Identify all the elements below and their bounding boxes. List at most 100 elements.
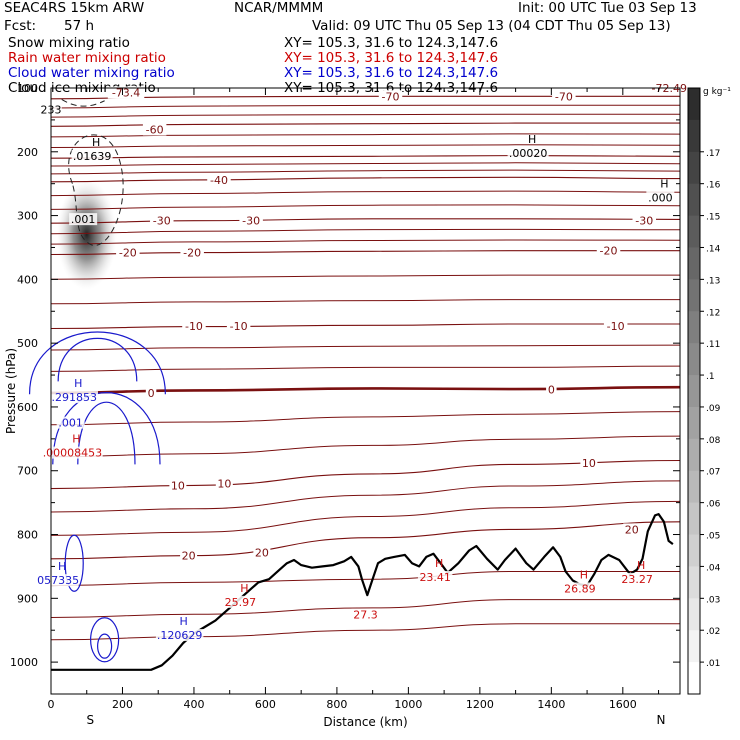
temperature-label: 10 <box>582 457 596 470</box>
terrain-profile <box>51 512 674 671</box>
temperature-label-bg <box>546 383 557 396</box>
temperature-label-bg <box>145 386 157 399</box>
extremum-label-bg <box>562 582 598 595</box>
extremum-value: 23.27 <box>621 573 653 586</box>
x-tick-label: 1200 <box>466 698 494 711</box>
extremum-value: .01639 <box>73 150 112 163</box>
field-cloud-name: Cloud water mixing ratio <box>8 65 175 81</box>
extremum-symbol: H <box>72 433 80 446</box>
colorbar-swatch <box>688 662 700 695</box>
colorbar-tick-label: .07 <box>706 468 720 478</box>
temperature-label: -10 <box>607 320 625 333</box>
temperature-label: 0 <box>148 387 155 400</box>
colorbar-tick-label: .03 <box>706 595 720 605</box>
extremum-value: 057335 <box>37 574 79 587</box>
colorbar-swatch <box>688 279 700 312</box>
cloud-water-contour <box>57 337 138 382</box>
cloud-contours-layer <box>28 99 166 663</box>
temperature-contour-minor <box>50 104 680 109</box>
colorbar-swatch <box>688 215 700 248</box>
temperature-label-bg <box>226 319 251 332</box>
colorbar-swatch <box>688 343 700 376</box>
extremum-value: .291853 <box>51 391 97 404</box>
temperature-label: 20 <box>255 546 269 559</box>
y-tick-label: 400 <box>17 273 38 286</box>
colorbar-swatch <box>688 88 700 121</box>
colorbar-tick-label: .02 <box>706 627 720 637</box>
extremum-label-bg <box>646 191 675 204</box>
colorbar-unit: g kg⁻¹ <box>703 87 731 97</box>
x-tick-label: 800 <box>326 698 347 711</box>
temperature-label-bg <box>596 244 621 257</box>
colorbar-tick-label: .08 <box>706 436 721 446</box>
colorbar-tick-label: .16 <box>706 181 721 191</box>
temperature-contour-minor <box>50 228 681 235</box>
y-tick-label: 800 <box>17 529 38 542</box>
colorbar-swatch <box>688 630 700 663</box>
temperature-label: -73.4 <box>112 86 140 99</box>
temperature-label-bg <box>180 549 198 562</box>
temperature-label-bg <box>378 90 403 103</box>
x-tick-label: 1400 <box>537 698 565 711</box>
temperature-label-bg <box>632 214 657 227</box>
extremum-symbol: H <box>660 177 668 190</box>
extremum-symbol: H <box>92 136 100 149</box>
extremum-label-bg <box>507 146 549 159</box>
colorbar-swatch <box>688 247 700 280</box>
colorbar-tick-label: .06 <box>706 500 721 510</box>
x-tick-label: 1600 <box>609 698 637 711</box>
temperature-label: -30 <box>242 215 260 228</box>
fcst-value: 57 h <box>64 18 95 34</box>
valid-time: Valid: 09 UTC Thu 05 Sep 13 (04 CDT Thu … <box>312 18 671 34</box>
cloud-water-contour <box>90 617 120 663</box>
temperature-contour-minor <box>50 365 681 372</box>
colorbar-frame <box>687 87 701 695</box>
extremum-value: 23.41 <box>419 571 451 584</box>
y-tick-label: 700 <box>17 465 38 478</box>
temperature-label: -30 <box>153 215 171 228</box>
colorbar-swatch <box>688 470 700 504</box>
extremum-value: 26.89 <box>564 582 596 595</box>
y-tick-label: 1000 <box>10 656 38 669</box>
temperature-contour-minor <box>50 500 681 536</box>
extremum-symbol: H <box>528 133 536 146</box>
extremum-symbol: H <box>58 560 66 573</box>
x-tick-label: 400 <box>183 698 204 711</box>
extremum-symbol: H <box>240 582 248 595</box>
snow-mixing-ratio-maximum <box>56 179 117 290</box>
extremum-label-bg <box>619 572 655 585</box>
extremum-symbol: H <box>435 557 443 570</box>
colorbar-swatch <box>688 534 700 567</box>
temperature-label-bg <box>253 546 271 559</box>
colorbar-swatch <box>688 406 700 440</box>
x-axis-label: Distance (km) <box>323 715 407 729</box>
extremum-label-bg <box>42 446 103 459</box>
temperature-contour--20 <box>50 250 680 256</box>
extremum-value: 25.97 <box>225 596 257 609</box>
extremum-value: .001 <box>58 417 83 430</box>
temperature-contours-layer <box>50 95 681 641</box>
south-end-label: S <box>87 713 95 727</box>
snow-shading-layer <box>56 179 117 290</box>
temperature-label: -40 <box>210 174 228 187</box>
extremum-label-bg <box>417 570 453 583</box>
temperature-label-bg <box>150 214 174 227</box>
fcst-label: Fcst: <box>4 18 37 34</box>
extremum-value: .120629 <box>157 629 203 642</box>
temperature-contour-minor <box>50 623 680 641</box>
colorbar-swatch <box>688 566 700 599</box>
y-axis-label: Pressure (hPa) <box>4 348 18 434</box>
colorbar-tick-label: .09 <box>706 404 721 414</box>
colorbar-tick-label: .17 <box>706 149 720 159</box>
temperature-label: -70 <box>382 90 400 103</box>
temperature-label-bg <box>623 523 641 536</box>
colorbar-swatch <box>688 375 700 408</box>
field-snow-xy: XY= 105.3, 31.6 to 124.3,147.6 <box>284 35 499 51</box>
temperature-label-bg <box>180 246 204 259</box>
temperature-contour-minor <box>50 299 680 305</box>
cloud-ice-contour <box>61 99 105 107</box>
extremum-value: 27.3 <box>353 609 378 622</box>
cloud-ice-contour <box>68 134 124 246</box>
colorbar-swatch <box>688 438 700 472</box>
temperature-label: 0 <box>548 384 555 397</box>
